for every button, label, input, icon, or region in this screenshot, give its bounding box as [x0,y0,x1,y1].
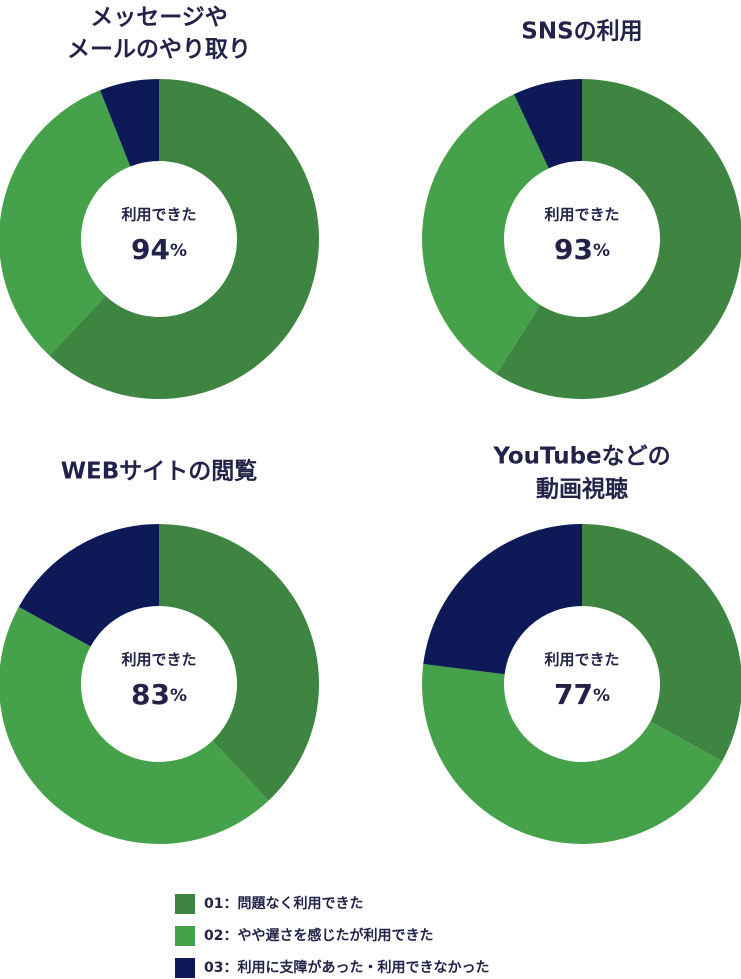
donut-segment [18,524,160,647]
center-value: 94% [131,233,187,266]
center-unit: % [170,241,187,261]
donut-segment [0,606,269,844]
chart-title: SNSの利用 [521,19,642,45]
center-number: 94 [131,233,170,266]
legend-label: 02：やや遅さを感じたが利用できた [204,927,433,944]
chart-title: 動画視聴 [536,477,628,503]
donut-segment [496,79,741,399]
legend-label: 01：問題なく利用できた [204,895,363,912]
chart-title: WEBサイトの閲覧 [61,458,258,485]
legend-label: 03：利用に支障があった・利用できなかった [204,959,489,976]
center-value: 93% [554,233,610,266]
chart-title: メールのやり取り [67,37,251,63]
legend-swatch [175,926,195,946]
center-value: 83% [131,678,187,711]
center-unit: % [170,686,187,706]
donut-segment [159,524,319,801]
donut-segment [49,79,319,399]
center-value: 77% [554,678,610,711]
donut-segment [423,524,582,675]
center-unit: % [593,686,610,706]
center-label: 利用できた [544,651,619,669]
center-unit: % [593,241,610,261]
donut-segment [0,90,131,356]
center-number: 83 [131,678,170,711]
donut-segment [513,79,582,169]
center-label: 利用できた [544,206,619,224]
chart-title: メッセージや [90,5,228,31]
donut-segment [421,94,549,375]
legend-swatch [175,894,195,914]
chart-title: YouTubeなどの [492,444,670,470]
donut-segment [100,79,159,167]
center-label: 利用できた [121,651,196,669]
center-number: 77 [554,678,593,711]
center-label: 利用できた [121,206,196,224]
center-number: 93 [554,233,593,266]
legend-swatch [175,958,195,978]
donut-segment [422,663,723,844]
donut-segment [582,524,741,762]
